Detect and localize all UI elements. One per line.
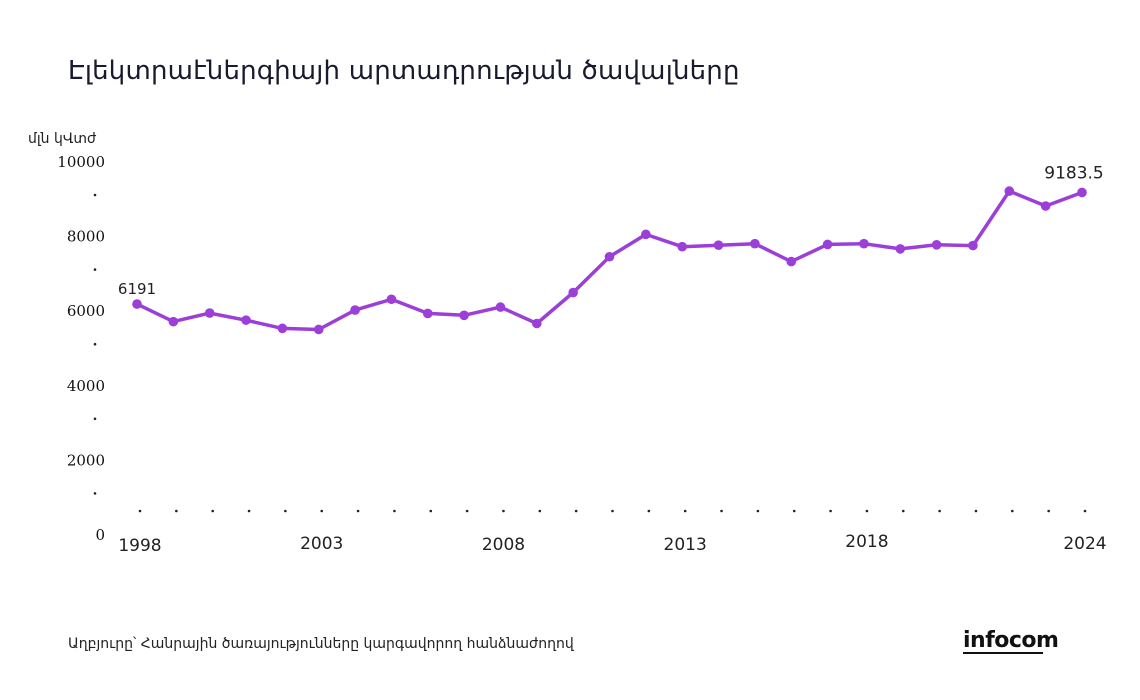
- data-labels: 6191 9183.5: [118, 163, 1104, 298]
- y-tick-dot: [93, 417, 97, 421]
- source-note: Աղբյուրը՝ Հանրային ծառայությունները կարգ…: [68, 636, 574, 652]
- x-tick-dot: [938, 509, 941, 513]
- data-point: [1004, 186, 1015, 196]
- y-tick-dot: [93, 193, 97, 197]
- data-point: [750, 238, 760, 249]
- data-point: [568, 287, 578, 298]
- y-tick-label: 8000: [67, 228, 105, 246]
- x-tick-dot: [175, 509, 178, 513]
- series-layer: [132, 186, 1087, 335]
- x-tick-dot: [356, 509, 360, 513]
- y-tick-label: 10000: [57, 153, 105, 171]
- x-tick-dot: [1083, 509, 1087, 513]
- x-tick-dot: [756, 509, 760, 513]
- data-point: [931, 240, 942, 250]
- data-point: [422, 308, 433, 319]
- data-point: [241, 315, 251, 325]
- x-tick-label: 2013: [664, 535, 707, 555]
- x-tick-label: 1998: [118, 536, 161, 556]
- data-point: [822, 239, 833, 250]
- data-point: [1040, 201, 1051, 211]
- x-tick-dot: [1011, 509, 1014, 513]
- y-axis: մլն կՎտժ 10000 8000 6000 4000 2000 0: [28, 131, 105, 544]
- x-tick-label: 2024: [1063, 534, 1106, 554]
- y-axis-unit-label: մլն կՎտժ: [28, 131, 97, 147]
- x-tick-dot: [429, 509, 433, 513]
- x-tick-label: 2008: [482, 535, 525, 555]
- x-tick-dot: [720, 509, 723, 513]
- y-tick-label: 2000: [67, 451, 105, 469]
- chart-title: Էլեկտրաէներգիայի արտադրության ծավալները: [68, 56, 740, 86]
- x-tick-dot: [465, 509, 469, 513]
- x-tick-dot: [284, 509, 287, 513]
- data-point: [350, 305, 360, 315]
- y-tick-dot: [93, 492, 97, 495]
- data-point: [459, 310, 469, 321]
- data-point: [713, 240, 724, 250]
- x-tick-dot: [829, 509, 832, 513]
- data-point: [386, 294, 397, 305]
- data-point: [968, 240, 978, 251]
- data-label: 9183.5: [1044, 163, 1103, 183]
- x-tick-dot: [574, 509, 578, 513]
- infocom-logo: infocom: [963, 628, 1059, 653]
- x-tick-dot: [538, 509, 542, 513]
- x-tick-dot: [1047, 509, 1050, 513]
- x-tick-dot: [683, 509, 687, 513]
- y-tick-dot: [93, 268, 97, 271]
- x-tick-dot: [211, 509, 214, 513]
- y-tick-label: 0: [95, 526, 105, 544]
- x-tick-label: 2003: [300, 534, 343, 554]
- data-point: [1077, 187, 1087, 198]
- data-label: 6191: [118, 280, 156, 298]
- data-point: [604, 251, 615, 262]
- x-tick-dot: [138, 509, 142, 513]
- y-tick-label: 4000: [67, 377, 105, 395]
- x-tick-dot: [865, 509, 869, 513]
- data-point: [204, 308, 215, 318]
- data-point: [168, 316, 179, 327]
- x-tick-dot: [502, 509, 505, 513]
- y-tick-label: 6000: [67, 302, 105, 320]
- logo-underline: [963, 652, 1043, 654]
- data-point: [277, 323, 288, 334]
- line-chart: մլն կՎտժ 10000 8000 6000 4000 2000 0 1998 2003 2…: [28, 131, 1107, 556]
- data-point: [532, 318, 542, 329]
- data-point: [895, 244, 906, 254]
- x-tick-dot: [901, 509, 905, 513]
- x-tick-dot: [792, 509, 796, 513]
- data-point: [132, 299, 142, 309]
- x-tick-dot: [247, 509, 251, 513]
- data-point: [786, 256, 797, 267]
- y-tick-dot: [93, 342, 97, 346]
- x-tick-dot: [320, 509, 324, 513]
- data-point: [495, 302, 506, 312]
- x-axis: 1998 2003 2008 2013 2018 2024: [118, 509, 1107, 556]
- data-point: [677, 241, 687, 252]
- data-point: [859, 238, 869, 249]
- x-tick-dot: [974, 509, 978, 513]
- data-point: [641, 229, 651, 240]
- x-tick-dot: [611, 509, 614, 513]
- x-tick-dot: [393, 509, 396, 513]
- x-tick-dot: [647, 509, 651, 513]
- data-point: [313, 324, 324, 335]
- x-tick-label: 2018: [845, 532, 888, 552]
